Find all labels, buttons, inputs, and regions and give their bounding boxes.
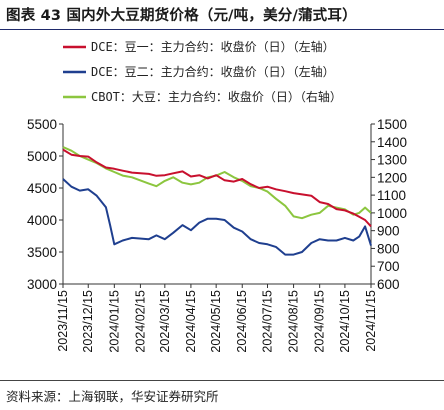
x-tick-label: 2024/05/15 <box>209 290 223 353</box>
x-tick-label: 2024/10/15 <box>338 290 352 353</box>
page-title: 图表 43 国内外大豆期货价格（元/吨，美分/蒲式耳） <box>6 8 357 24</box>
soybean-futures-chart: DCE：豆一：主力合约：收盘价（日）（左轴） DCE：豆二：主力合约：收盘价（日）… <box>27 39 407 353</box>
y-right-tick-label: 1500 <box>377 117 407 132</box>
y-left-tick-label: 4000 <box>27 213 57 228</box>
x-tick-label: 2024/09/15 <box>313 290 327 353</box>
y-right-tick-label: 1100 <box>377 188 406 203</box>
legend: DCE：豆一：主力合约：收盘价（日）（左轴） DCE：豆二：主力合约：收盘价（日）… <box>63 39 342 104</box>
y-right-tick-label: 600 <box>377 277 400 292</box>
x-tick-label: 2024/04/15 <box>184 290 198 353</box>
legend-label-1: DCE：豆二：主力合约：收盘价（日）（左轴） <box>91 64 335 79</box>
x-tick-label: 2024/07/15 <box>260 290 274 353</box>
y-left-tick-label: 3500 <box>27 245 57 260</box>
x-tick-label: 2024/01/15 <box>107 290 121 353</box>
series-line-2 <box>62 146 372 220</box>
y-right-tick-label: 1000 <box>377 206 407 221</box>
y-right-tick-label: 1400 <box>377 135 407 150</box>
y-axis-right-ticks: 600 700 800 900 1000 1100 1200 1300 1400 1500 <box>371 117 407 292</box>
y-axis-left-ticks: 3000 3500 4000 4500 5000 5500 <box>27 117 63 292</box>
series-line-0 <box>62 148 372 228</box>
x-tick-label: 2024/06/15 <box>235 290 249 353</box>
legend-label-0: DCE：豆一：主力合约：收盘价（日）（左轴） <box>91 39 335 54</box>
footer-divider <box>0 380 444 381</box>
y-left-tick-label: 5500 <box>27 117 57 132</box>
series-line-1 <box>62 178 372 256</box>
chart-series <box>62 146 372 256</box>
x-tick-label: 2024/02/15 <box>133 290 147 353</box>
x-tick-label: 2023/11/15 <box>56 290 70 352</box>
y-right-tick-label: 900 <box>377 224 400 239</box>
x-tick-label: 2024/08/15 <box>287 290 301 353</box>
y-left-tick-label: 4500 <box>27 181 57 196</box>
legend-label-2: CBOT：大豆：主力合约：收盘价（日）（右轴） <box>91 89 342 104</box>
y-right-tick-label: 1300 <box>377 153 407 168</box>
source-note: 资料来源：上海钢联，华安证券研究所 <box>6 389 219 404</box>
y-left-tick-label: 5000 <box>27 149 57 164</box>
y-left-tick-label: 3000 <box>27 277 57 292</box>
y-right-tick-label: 1200 <box>377 170 407 185</box>
y-right-tick-label: 700 <box>377 259 400 274</box>
x-tick-label: 2024/11/15 <box>364 290 378 352</box>
x-tick-label: 2023/12/15 <box>81 290 95 353</box>
y-right-tick-label: 800 <box>377 241 400 256</box>
title-divider <box>0 29 444 30</box>
x-axis-ticks: 2023/11/15 2023/12/15 2024/01/15 2024/02/15… <box>56 284 378 353</box>
x-tick-label: 2024/03/15 <box>158 290 172 353</box>
